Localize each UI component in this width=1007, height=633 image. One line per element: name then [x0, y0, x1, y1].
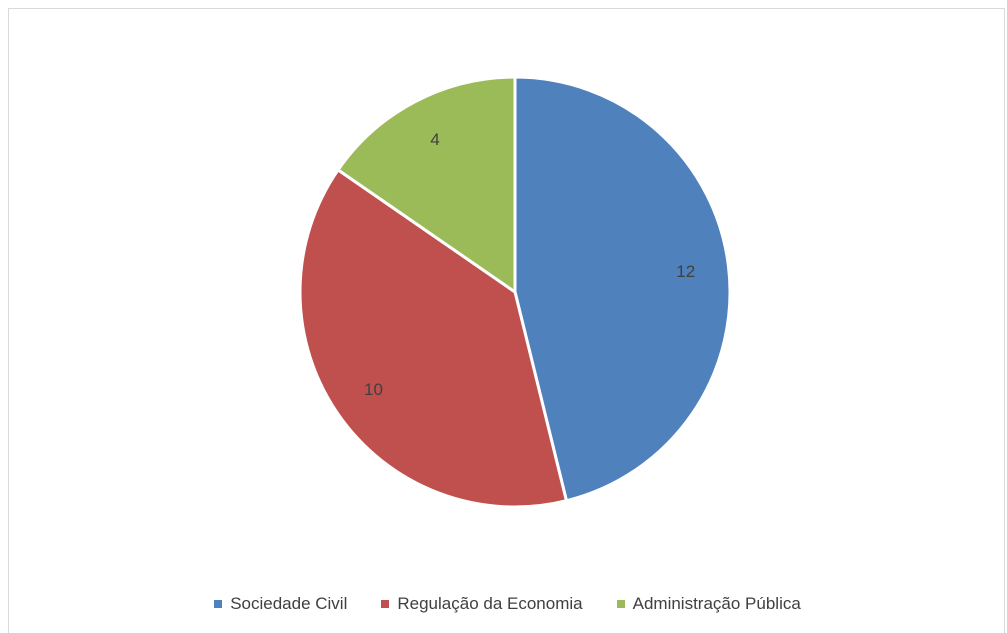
legend-label-administracao-publica: Administração Pública [632, 594, 801, 613]
data-label-administracao-publica: 4 [430, 130, 439, 149]
legend-swatch-regulacao-da-economia [381, 600, 390, 608]
pie-data-labels: 12 10 4 [364, 130, 695, 399]
pie-slice-administracao-publica [336, 75, 517, 294]
legend: Sociedade Civil Regulação da Economia Ad… [9, 594, 1006, 614]
legend-item-regulacao-da-economia: Regulação da Economia [381, 594, 583, 614]
legend-item-administracao-publica: Administração Pública [616, 594, 801, 614]
pie-slices [298, 75, 732, 509]
pie-slice-sociedade-civil [513, 75, 732, 503]
data-label-sociedade-civil: 12 [676, 262, 695, 281]
legend-swatch-administracao-publica [616, 600, 625, 608]
legend-swatch-sociedade-civil [214, 600, 223, 608]
data-label-regulacao-da-economia: 10 [364, 380, 383, 399]
legend-label-regulacao-da-economia: Regulação da Economia [397, 594, 583, 613]
pie-chart: 12 10 4 [298, 75, 732, 509]
chart-frame: 12 10 4 Sociedade Civil Regulação da Econo… [8, 8, 1005, 633]
pie-slice-regulacao-da-economia [298, 168, 568, 509]
legend-item-sociedade-civil: Sociedade Civil [214, 594, 347, 614]
legend-label-sociedade-civil: Sociedade Civil [230, 594, 348, 613]
